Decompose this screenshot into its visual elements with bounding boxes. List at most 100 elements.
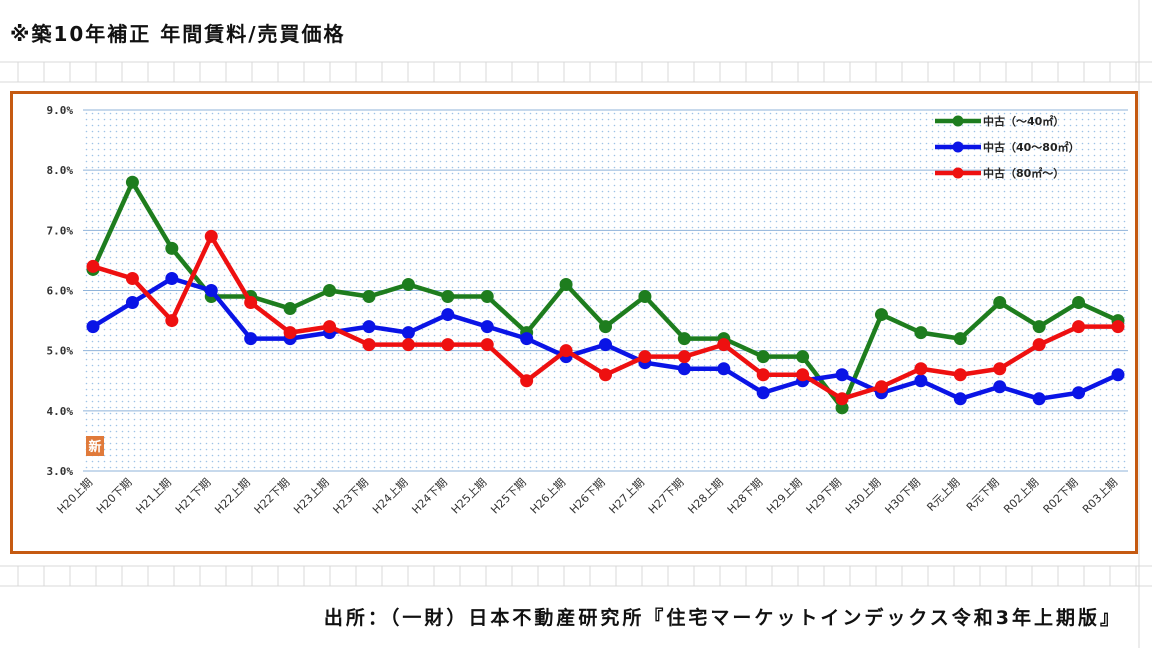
data-point <box>914 374 928 388</box>
data-point <box>283 326 297 340</box>
data-point <box>1072 320 1086 334</box>
x-tick-label: H25上期 <box>449 476 490 517</box>
data-point <box>835 392 849 406</box>
x-tick-label: H24下期 <box>409 476 450 517</box>
data-point <box>125 296 139 310</box>
data-point <box>244 296 258 310</box>
y-tick-label: 8.0% <box>47 164 74 177</box>
data-point <box>401 326 415 340</box>
y-tick-label: 7.0% <box>47 224 74 237</box>
x-tick-label: H22下期 <box>252 476 293 517</box>
new-badge <box>86 436 104 456</box>
data-point <box>953 368 967 382</box>
y-tick-label: 6.0% <box>47 285 74 298</box>
x-tick-label: H27上期 <box>607 476 648 517</box>
data-point <box>993 380 1007 394</box>
data-point <box>1032 392 1046 406</box>
data-point <box>323 320 337 334</box>
x-tick-label: H26下期 <box>567 476 608 517</box>
data-point <box>323 284 337 297</box>
data-point <box>914 362 928 376</box>
source-note: 出所：（一財）日本不動産研究所『住宅マーケットインデックス令和3年上期版』 <box>323 607 1122 629</box>
chart-frame: 3.0% 4.0% 5.0% 6.0% 7.0% 8.0% 9.0% H20上期 H20下期 H… <box>10 91 1138 554</box>
data-point <box>677 332 691 346</box>
data-point <box>953 332 967 346</box>
data-point <box>244 332 258 346</box>
data-point <box>993 296 1007 310</box>
x-tick-label: R02上期 <box>1001 476 1041 516</box>
data-point <box>204 229 218 243</box>
data-point <box>480 290 494 304</box>
data-point <box>796 368 810 382</box>
data-point <box>441 290 455 304</box>
data-point <box>874 380 888 394</box>
data-point <box>1072 386 1086 400</box>
x-tick-label: H23上期 <box>291 476 332 517</box>
legend-swatch-marker <box>952 115 964 127</box>
data-point <box>677 362 691 376</box>
data-point <box>520 332 534 346</box>
data-point <box>1111 368 1125 382</box>
y-tick-label: 9.0% <box>47 104 74 117</box>
y-tick-label: 3.0% <box>47 465 74 478</box>
legend-label: 中古（80㎡～） <box>983 166 1064 180</box>
data-point <box>480 338 494 352</box>
data-point <box>362 338 376 352</box>
x-tick-label: R元下期 <box>964 476 1002 514</box>
y-tick-label: 5.0% <box>47 345 74 358</box>
data-point <box>283 302 297 316</box>
x-tick-label: R03上期 <box>1080 476 1120 516</box>
data-point <box>362 290 376 304</box>
x-tick-label: R02下期 <box>1041 476 1081 516</box>
x-tick-label: H28下期 <box>725 476 766 517</box>
data-point <box>86 259 100 273</box>
legend-swatch-marker <box>952 167 964 179</box>
data-point <box>1111 320 1125 334</box>
data-point <box>520 374 534 388</box>
x-tick-label: H22上期 <box>212 476 253 517</box>
data-point <box>441 338 455 352</box>
data-point <box>874 308 888 322</box>
data-point <box>914 326 928 340</box>
x-tick-label: H30下期 <box>883 476 924 517</box>
x-tick-label: H20下期 <box>94 476 135 517</box>
legend-label: 中古（40～80㎡） <box>983 140 1080 154</box>
data-point <box>165 241 179 255</box>
data-point <box>86 320 100 334</box>
data-point <box>953 392 967 406</box>
data-point <box>125 175 139 189</box>
data-point <box>756 386 770 400</box>
data-point <box>599 320 612 334</box>
data-point <box>677 350 691 364</box>
series-3 <box>86 229 1125 406</box>
data-point <box>835 401 849 415</box>
data-point <box>1072 296 1086 310</box>
x-tick-label: H29下期 <box>804 476 845 517</box>
line-chart: 3.0%4.0%5.0%6.0%7.0%8.0%9.0% H20上期H20下期H… <box>47 104 1128 517</box>
x-tick-label: H20上期 <box>55 476 96 517</box>
x-tick-label: H29上期 <box>764 476 805 517</box>
data-point <box>599 338 612 352</box>
data-point <box>638 290 652 304</box>
data-point <box>165 314 179 328</box>
data-point <box>993 362 1007 376</box>
data-point <box>165 271 179 285</box>
x-tick-label: H24上期 <box>370 476 411 517</box>
data-point <box>756 368 770 382</box>
y-tick-label: 4.0% <box>47 405 74 418</box>
data-point <box>796 350 810 364</box>
data-point <box>401 338 415 352</box>
x-tick-label: H21上期 <box>133 476 174 517</box>
data-point <box>717 362 731 376</box>
data-point <box>599 368 612 382</box>
legend-label: 中古（～40㎡） <box>983 114 1064 128</box>
data-point <box>1032 338 1046 352</box>
x-tick-label: R元上期 <box>924 476 962 514</box>
data-point <box>717 338 731 352</box>
data-point <box>835 368 849 382</box>
x-tick-label: H28上期 <box>685 476 726 517</box>
chart-title: ※築10年補正 年間賃料/売買価格 <box>10 22 346 46</box>
legend-swatch-marker <box>952 141 964 153</box>
data-point <box>756 350 770 364</box>
x-tick-label: H27下期 <box>646 476 687 517</box>
